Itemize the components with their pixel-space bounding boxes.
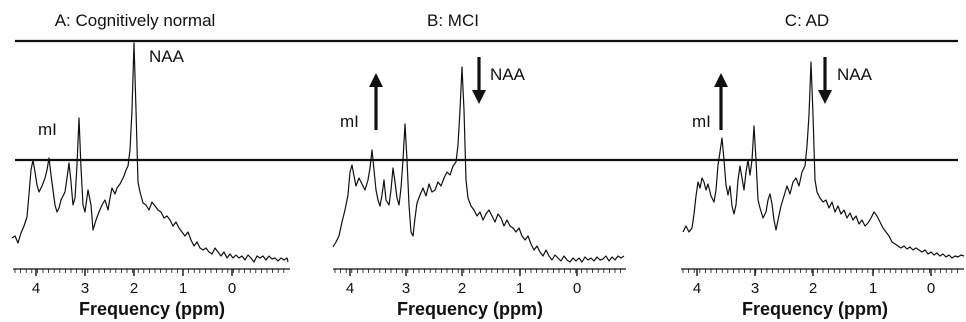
panel-c-tick-label-3: 3	[751, 280, 759, 297]
panel-c-xlabel: Frequency (ppm)	[742, 299, 888, 319]
panel-a-naa-label: NAA	[149, 47, 185, 66]
panel-b-naa-arrow-down-icon	[472, 57, 486, 104]
panel-b-tick-label-2: 2	[458, 280, 466, 297]
panel-b-mi-label: mI	[340, 112, 359, 131]
panel-a-xlabel: Frequency (ppm)	[79, 299, 225, 319]
panel-c-tick-label-2: 2	[809, 280, 817, 297]
panel-c-mi-label: mI	[692, 112, 711, 131]
panel-b-xlabel: Frequency (ppm)	[397, 299, 543, 319]
panel-a-tick-label-0: 0	[228, 280, 236, 297]
panel-a-spectrum	[11, 42, 289, 263]
panel-b: B: MCI mI NAA 4 3 2 1 0 Frequency (ppm)	[332, 11, 626, 319]
panel-b-naa-label: NAA	[490, 65, 526, 84]
panel-c-minor-ticks	[682, 269, 958, 273]
panel-b-mi-arrow-up-icon	[369, 73, 383, 130]
panel-c: C: AD mI NAA 4 3 2 1 0 Frequency (ppm)	[681, 11, 965, 319]
panel-b-tick-label-1: 1	[516, 280, 524, 297]
panel-c-tick-label-0: 0	[927, 280, 935, 297]
panel-a-minor-ticks	[14, 269, 285, 273]
panel-c-naa-arrow-down-icon	[818, 57, 832, 104]
panel-a-mi-label: mI	[38, 120, 57, 139]
panel-b-tick-label-3: 3	[402, 280, 410, 297]
panel-c-spectrum	[682, 61, 965, 259]
panel-c-naa-label: NAA	[837, 65, 873, 84]
panel-c-tick-label-4: 4	[693, 280, 701, 297]
panel-c-tick-label-1: 1	[869, 280, 877, 297]
panel-a-title: A: Cognitively normal	[55, 11, 216, 30]
panel-a-tick-label-3: 3	[81, 280, 89, 297]
panel-a-tick-label-4: 4	[32, 280, 40, 297]
panel-b-title: B: MCI	[427, 11, 479, 30]
panel-a: A: Cognitively normal mI NAA 4 3 2 1 0 F…	[11, 11, 290, 319]
panel-b-spectrum	[332, 66, 625, 263]
panel-b-tick-label-4: 4	[346, 280, 354, 297]
panel-c-title: C: AD	[785, 11, 829, 30]
panel-c-mi-arrow-up-icon	[714, 73, 728, 130]
panel-a-tick-label-1: 1	[179, 280, 187, 297]
panel-a-tick-label-2: 2	[130, 280, 138, 297]
panel-b-tick-label-0: 0	[573, 280, 581, 297]
